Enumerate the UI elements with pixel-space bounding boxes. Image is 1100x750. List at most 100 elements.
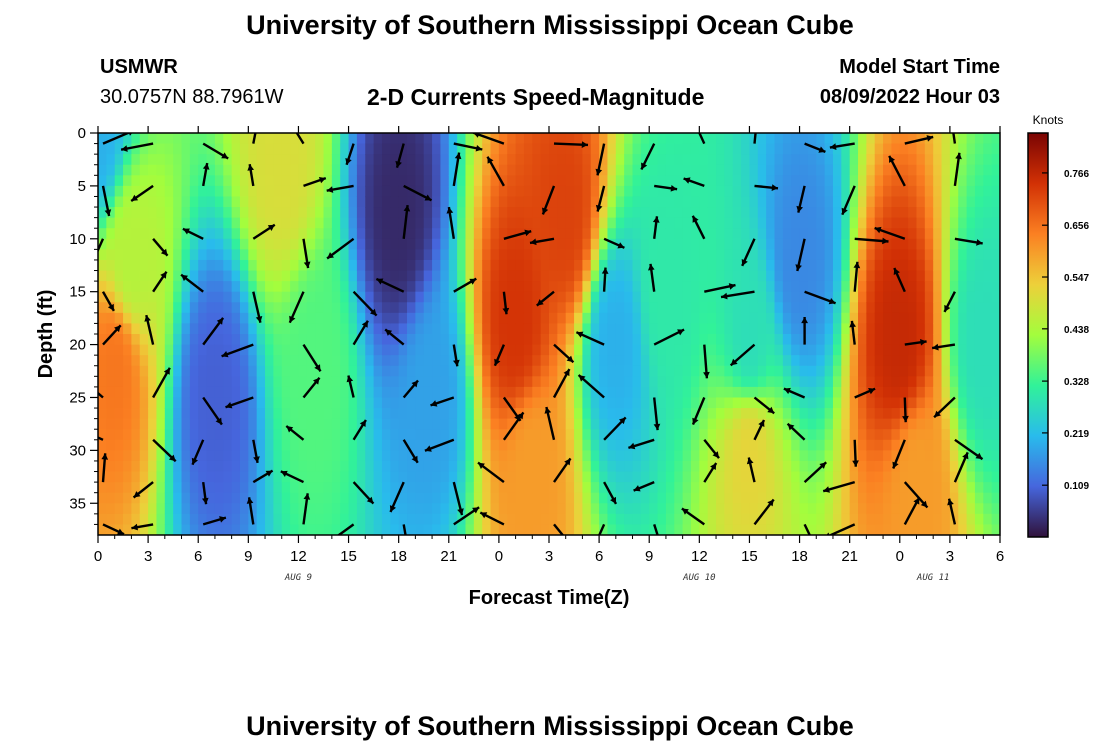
heat-cell — [565, 154, 575, 166]
heat-cell — [824, 281, 834, 293]
heat-cell — [498, 418, 508, 430]
heat-cell — [365, 217, 375, 229]
heat-cell — [849, 344, 859, 356]
heat-cell — [473, 471, 483, 483]
vector-head — [841, 207, 848, 215]
heat-cell — [849, 492, 859, 504]
heat-cell — [582, 175, 592, 187]
heat-cell — [507, 429, 517, 441]
vector-arrow — [152, 367, 171, 399]
heat-cell — [574, 175, 584, 187]
heat-cell — [590, 228, 600, 240]
heat-cell — [331, 238, 341, 250]
heat-cell — [582, 217, 592, 229]
vector-head — [246, 497, 254, 504]
heat-cell — [574, 133, 584, 145]
heat-cell — [348, 196, 358, 208]
heat-cell — [749, 249, 759, 261]
heat-cell — [139, 408, 149, 420]
heat-cell — [381, 439, 391, 451]
heat-cell — [674, 196, 684, 208]
heat-cell — [123, 259, 133, 272]
heat-cell — [306, 281, 316, 293]
heat-cell — [415, 471, 425, 483]
heat-cell — [223, 249, 233, 261]
heat-cell — [707, 386, 717, 399]
heat-cell — [482, 460, 492, 473]
heat-cell — [223, 439, 233, 451]
heat-cell — [916, 259, 926, 272]
heat-cell — [649, 207, 659, 219]
heat-cell — [173, 281, 183, 293]
heat-cell — [690, 429, 700, 441]
heat-cell — [482, 492, 492, 504]
vector-arrow — [603, 481, 618, 505]
heat-cell — [507, 185, 517, 198]
heat-cell — [883, 503, 893, 515]
heat-cell — [724, 397, 734, 409]
heat-cell — [281, 334, 291, 346]
heat-cell — [523, 471, 533, 483]
heat-cell — [557, 228, 567, 240]
heat-cell — [582, 196, 592, 208]
heat-cell — [306, 418, 316, 430]
heat-cell — [732, 302, 742, 314]
heat-cell — [523, 524, 533, 535]
heat-cell — [532, 450, 542, 462]
heat-cell — [908, 175, 918, 187]
heat-cell — [515, 503, 525, 515]
heat-cell — [782, 185, 792, 198]
heat-cell — [941, 439, 951, 451]
heat-cell — [682, 302, 692, 314]
heat-cell — [741, 513, 751, 526]
heat-cell — [624, 471, 634, 483]
heat-cell — [841, 386, 851, 399]
heat-cell — [690, 164, 700, 176]
heat-cell — [732, 524, 742, 535]
heat-cell — [515, 460, 525, 473]
heat-cell — [315, 355, 325, 367]
heat-cell — [423, 334, 433, 346]
heat-cell — [749, 259, 759, 272]
heat-cell — [340, 291, 350, 303]
vector-arrow — [633, 480, 655, 492]
heat-cell — [590, 439, 600, 451]
vector-head — [641, 162, 648, 170]
x-tick-label: 3 — [144, 548, 152, 565]
heat-cell — [323, 323, 333, 335]
heat-cell — [991, 217, 1000, 229]
heat-cell — [490, 524, 500, 535]
heat-cell — [214, 418, 224, 430]
heat-cell — [582, 418, 592, 430]
heat-cell — [139, 228, 149, 240]
heat-cell — [214, 270, 224, 282]
heat-cell — [582, 270, 592, 282]
heat-cell — [908, 133, 918, 145]
heat-cell — [832, 291, 842, 303]
heat-cell — [849, 312, 859, 325]
vector-arrow — [384, 328, 405, 346]
heat-cell — [331, 408, 341, 420]
heat-cell — [432, 164, 442, 176]
heat-cell — [949, 281, 959, 293]
heat-cell — [323, 376, 333, 388]
heat-cell — [791, 355, 801, 367]
heat-cell — [265, 355, 274, 367]
heat-cell — [273, 270, 283, 282]
heat-cell — [766, 143, 776, 155]
heat-cell — [298, 418, 308, 430]
heat-cell — [549, 196, 558, 208]
heat-cell — [841, 492, 851, 504]
heat-cell — [690, 143, 700, 155]
heat-cell — [340, 503, 350, 515]
heat-cell — [858, 323, 867, 335]
heat-cell — [106, 207, 116, 219]
heat-cell — [599, 238, 609, 250]
heat-cell — [832, 323, 842, 335]
vector-arrow — [101, 185, 112, 217]
heat-cell — [131, 228, 141, 240]
heat-cell — [256, 365, 266, 377]
heat-cell — [106, 238, 116, 250]
vector-head — [289, 315, 296, 323]
heat-cell — [315, 471, 325, 483]
